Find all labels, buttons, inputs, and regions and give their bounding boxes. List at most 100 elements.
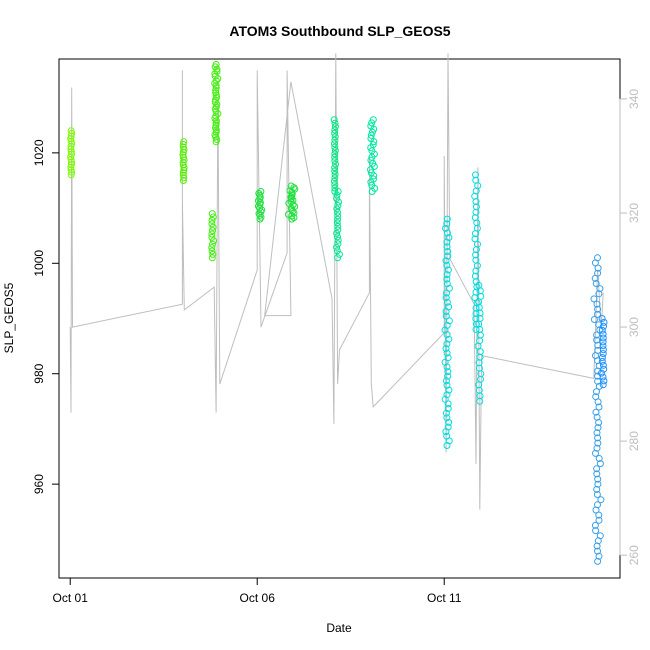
data-point xyxy=(213,68,221,75)
data-point xyxy=(475,281,483,289)
x-axis: Oct 01 Oct 06 Oct 11 xyxy=(53,577,462,605)
data-point xyxy=(472,171,479,179)
data-point xyxy=(334,254,342,262)
data-point xyxy=(443,432,451,440)
data-point xyxy=(208,220,216,228)
data-point xyxy=(208,230,216,238)
data-point xyxy=(333,229,341,237)
x-tick-label: Oct 11 xyxy=(427,591,462,605)
data-point xyxy=(599,381,607,389)
data-point xyxy=(595,455,603,462)
data-point xyxy=(596,532,604,540)
data-point xyxy=(600,377,608,385)
data-point xyxy=(287,182,295,190)
data-point xyxy=(367,156,375,164)
data-point xyxy=(67,137,75,145)
data-point xyxy=(597,496,605,504)
data-point xyxy=(67,145,75,153)
data-point xyxy=(592,408,600,416)
data-point xyxy=(179,151,187,159)
data-point xyxy=(593,470,601,478)
data-point xyxy=(472,288,480,296)
data-point xyxy=(443,391,451,399)
data-point xyxy=(442,257,450,265)
data-point xyxy=(367,135,375,142)
data-point xyxy=(334,202,342,209)
data-point xyxy=(331,170,339,178)
data-point xyxy=(179,177,187,184)
data-point xyxy=(444,368,452,376)
data-point xyxy=(599,373,607,381)
data-point xyxy=(598,315,606,322)
data-point xyxy=(334,188,342,195)
data-point xyxy=(208,233,216,241)
data-point xyxy=(444,372,452,380)
data-point xyxy=(255,189,263,197)
data-point xyxy=(593,336,601,344)
data-point xyxy=(334,233,341,241)
data-point xyxy=(212,84,220,92)
data-point xyxy=(443,363,451,371)
data-point xyxy=(331,150,339,158)
data-point xyxy=(332,160,339,168)
data-point xyxy=(599,342,607,350)
data-point xyxy=(331,119,339,127)
data-point xyxy=(330,177,338,185)
data-point xyxy=(331,140,338,148)
data-point xyxy=(443,271,451,279)
data-point xyxy=(595,290,603,298)
data-point xyxy=(209,240,216,248)
data-point xyxy=(331,136,339,144)
data-point xyxy=(594,341,602,349)
data-point xyxy=(444,405,452,412)
data-point xyxy=(593,491,601,498)
data-point xyxy=(442,294,450,302)
data-point xyxy=(331,164,339,172)
data-point xyxy=(472,320,480,328)
data-point xyxy=(472,326,480,333)
data-point xyxy=(472,251,480,259)
x-tick-label: Oct 06 xyxy=(240,591,276,605)
data-point xyxy=(367,131,375,139)
data-point xyxy=(67,161,75,169)
data-point xyxy=(369,141,377,149)
data-point xyxy=(67,148,75,156)
data-point xyxy=(445,335,453,343)
data-point xyxy=(179,140,187,148)
data-point xyxy=(600,365,608,373)
data-point xyxy=(335,250,343,258)
y2-tick-label: 320 xyxy=(627,203,641,223)
y2-axis: 260 280 300 320 340 xyxy=(619,89,641,565)
data-point xyxy=(444,252,452,260)
data-point xyxy=(600,318,608,326)
data-point xyxy=(369,116,377,124)
data-point xyxy=(595,403,603,411)
data-point xyxy=(595,516,603,524)
data-point xyxy=(331,188,339,195)
data-point xyxy=(442,224,449,232)
data-point xyxy=(334,240,342,248)
data-point xyxy=(68,129,76,137)
data-point xyxy=(594,269,602,277)
data-point xyxy=(443,220,451,228)
data-point xyxy=(590,295,598,303)
data-point xyxy=(212,121,220,129)
data-point xyxy=(594,475,602,483)
data-point xyxy=(180,174,188,182)
data-point xyxy=(593,465,601,473)
data-point xyxy=(594,439,602,447)
data-point xyxy=(592,527,600,535)
data-point xyxy=(331,167,339,175)
x-tick-label: Oct 01 xyxy=(53,591,89,605)
data-point xyxy=(368,181,376,189)
data-point xyxy=(593,485,601,493)
data-point xyxy=(443,243,451,251)
data-point xyxy=(179,143,187,151)
data-point xyxy=(209,250,217,258)
data-point xyxy=(472,304,480,312)
data-point xyxy=(599,346,607,354)
data-point xyxy=(208,216,216,224)
data-point xyxy=(331,174,339,182)
data-point xyxy=(445,317,453,325)
